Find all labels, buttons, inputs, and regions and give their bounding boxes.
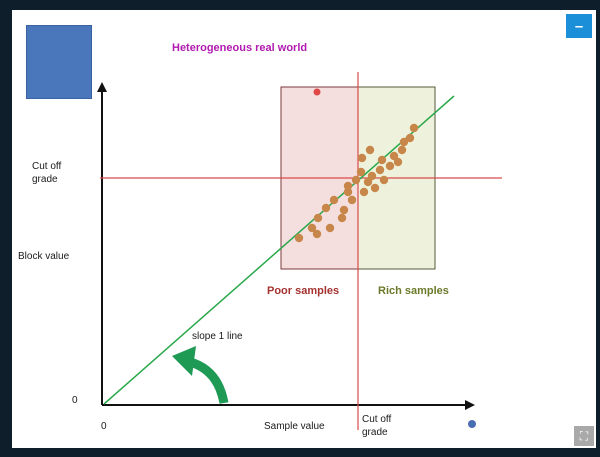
x-cutoff-label: Cut off grade (362, 413, 391, 439)
x-cutoff-label-line1: Cut off (362, 414, 392, 425)
y-axis-label: Block value (18, 251, 70, 262)
y-cutoff-label-line2: grade (32, 174, 58, 185)
sample-point (389, 151, 399, 161)
sample-point (409, 123, 419, 133)
curved-arrow (188, 357, 229, 404)
slope-1-line (103, 95, 455, 405)
sample-point (312, 229, 322, 239)
blue-dot-marker (468, 420, 476, 428)
y-cutoff-label-line1: Cut off (32, 161, 62, 172)
sample-point (329, 195, 339, 205)
minimize-button[interactable]: – (566, 14, 592, 38)
sample-point (307, 223, 317, 233)
y-axis-arrowhead (97, 82, 107, 92)
sample-point (377, 155, 387, 165)
slope-line-label: slope 1 line (192, 331, 243, 342)
y-cutoff-label: Cut off grade (32, 160, 61, 186)
sample-point (321, 203, 331, 213)
blue-square-decoration (26, 25, 92, 99)
sample-point (370, 183, 380, 193)
sample-point (356, 167, 366, 177)
poor-samples-label: Poor samples (267, 285, 340, 297)
sample-point (393, 157, 403, 167)
sample-point (363, 177, 373, 187)
x-origin-label: 0 (101, 421, 107, 432)
diagram-canvas (97, 72, 502, 430)
sample-point (405, 133, 415, 143)
sample-point (399, 137, 409, 147)
sample-point (367, 171, 377, 181)
sample-point (397, 145, 407, 155)
curved-arrow-head (172, 346, 196, 376)
sample-point (365, 145, 375, 155)
x-axis-label: Sample value (264, 421, 325, 432)
sample-point (313, 213, 323, 223)
sample-point (359, 187, 369, 197)
sample-point (339, 205, 349, 215)
x-axis-arrowhead (465, 400, 475, 410)
diagram-title: Heterogeneous real world (172, 42, 308, 54)
rich-samples-label: Rich samples (378, 285, 449, 297)
sample-point (347, 195, 357, 205)
slide: Heterogeneous real world Cut off grade B… (12, 10, 596, 448)
sample-point (357, 153, 367, 163)
sample-point (325, 223, 335, 233)
sample-points (294, 123, 419, 243)
sample-point (343, 181, 353, 191)
sample-point (351, 175, 361, 185)
expand-icon[interactable]: ⛶ (574, 426, 594, 446)
sample-point (379, 175, 389, 185)
y-origin-label: 0 (72, 395, 78, 406)
sample-point (294, 233, 304, 243)
sample-point (385, 161, 395, 171)
sample-point (337, 213, 347, 223)
sample-point (343, 187, 353, 197)
outlier-point (313, 88, 321, 96)
sample-point (375, 165, 385, 175)
x-cutoff-label-line2: grade (362, 427, 388, 438)
